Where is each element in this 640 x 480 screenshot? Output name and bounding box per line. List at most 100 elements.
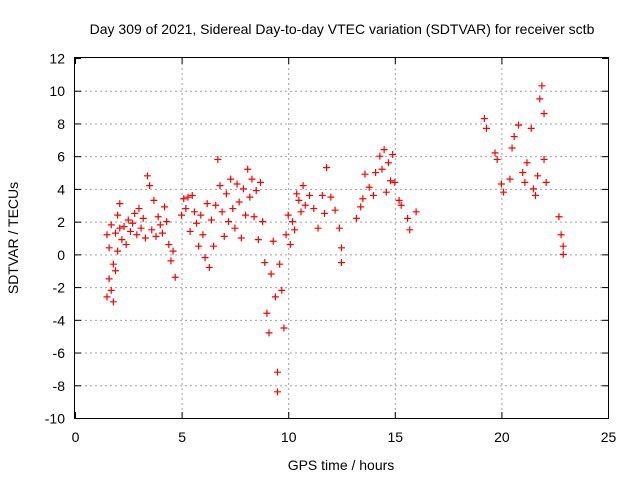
data-point (301, 201, 309, 209)
data-point (387, 177, 395, 185)
data-point (320, 209, 328, 217)
data-point (146, 182, 154, 190)
data-point (382, 188, 390, 196)
chart-title: Day 309 of 2021, Sidereal Day-to-day VTE… (90, 21, 595, 37)
data-point (184, 193, 192, 201)
data-point (131, 209, 139, 217)
data-point (406, 226, 414, 234)
data-point (361, 170, 369, 178)
data-point (391, 178, 399, 186)
data-point (557, 231, 565, 239)
x-tick-label: 25 (601, 429, 617, 445)
data-point (169, 247, 177, 255)
data-point (180, 195, 188, 203)
data-point (280, 324, 288, 332)
data-point (269, 237, 277, 245)
data-point (365, 183, 373, 191)
data-point (165, 241, 173, 249)
data-point (214, 155, 222, 163)
data-points (103, 82, 567, 396)
data-point (126, 227, 134, 235)
data-point (480, 115, 488, 123)
data-point (331, 206, 339, 214)
y-tick-label: 10 (49, 83, 65, 99)
data-point (239, 185, 247, 193)
y-tick-label: 0 (57, 247, 65, 263)
data-point (523, 159, 531, 167)
data-point (137, 224, 145, 232)
data-point (288, 218, 296, 226)
data-point (261, 259, 269, 267)
data-point (323, 164, 331, 172)
data-point (114, 247, 122, 255)
data-point (248, 175, 256, 183)
data-point (282, 231, 290, 239)
data-point (306, 191, 314, 199)
y-tick-label: 4 (57, 181, 65, 197)
y-tick-label: 12 (49, 51, 65, 67)
data-point (135, 205, 143, 213)
data-point (510, 133, 518, 141)
data-point (314, 224, 322, 232)
data-point (195, 242, 203, 250)
data-point (216, 182, 224, 190)
x-tick-label: 15 (388, 429, 404, 445)
data-point (205, 263, 213, 271)
data-point (538, 82, 546, 90)
data-point (271, 293, 279, 301)
data-point (555, 213, 563, 221)
data-point (250, 213, 258, 221)
data-point (197, 211, 205, 219)
x-tick-labels: 0 5 10 15 20 25 (72, 429, 617, 445)
data-point (310, 205, 318, 213)
data-point (380, 146, 388, 154)
data-point (506, 175, 514, 183)
data-point (327, 193, 335, 201)
data-point (534, 172, 542, 180)
data-point (112, 229, 120, 237)
data-point (186, 227, 194, 235)
data-point (124, 216, 132, 224)
data-point (267, 270, 275, 278)
data-point (225, 218, 233, 226)
data-point (193, 219, 201, 227)
data-point (148, 226, 156, 234)
y-tick-label: 8 (57, 116, 65, 132)
data-point (161, 203, 169, 211)
data-point (188, 191, 196, 199)
data-point (493, 155, 501, 163)
data-point (158, 229, 166, 237)
data-point (178, 211, 186, 219)
data-point (491, 149, 499, 157)
data-point (338, 244, 345, 252)
data-point (190, 208, 198, 216)
data-point (112, 267, 120, 275)
data-point (244, 165, 252, 173)
data-point (220, 232, 228, 240)
data-point (152, 232, 160, 240)
data-point (293, 190, 301, 198)
data-point (218, 208, 226, 216)
y-tick-label: -4 (53, 312, 66, 328)
data-point (229, 205, 237, 213)
data-point (120, 223, 128, 231)
data-point (105, 275, 113, 283)
data-point (412, 208, 420, 216)
data-point (482, 124, 490, 132)
data-point (542, 178, 550, 186)
data-point (103, 293, 111, 301)
data-point (335, 224, 343, 232)
data-point (133, 231, 141, 239)
y-tick-label: -2 (53, 280, 66, 296)
data-point (376, 152, 384, 160)
data-point (233, 180, 241, 188)
data-point (372, 169, 380, 177)
data-point (237, 234, 245, 242)
y-tick-label: -6 (53, 345, 66, 361)
data-point (395, 196, 403, 204)
data-point (540, 110, 548, 118)
data-point (559, 250, 567, 258)
data-point (404, 214, 412, 222)
data-point (109, 298, 117, 306)
